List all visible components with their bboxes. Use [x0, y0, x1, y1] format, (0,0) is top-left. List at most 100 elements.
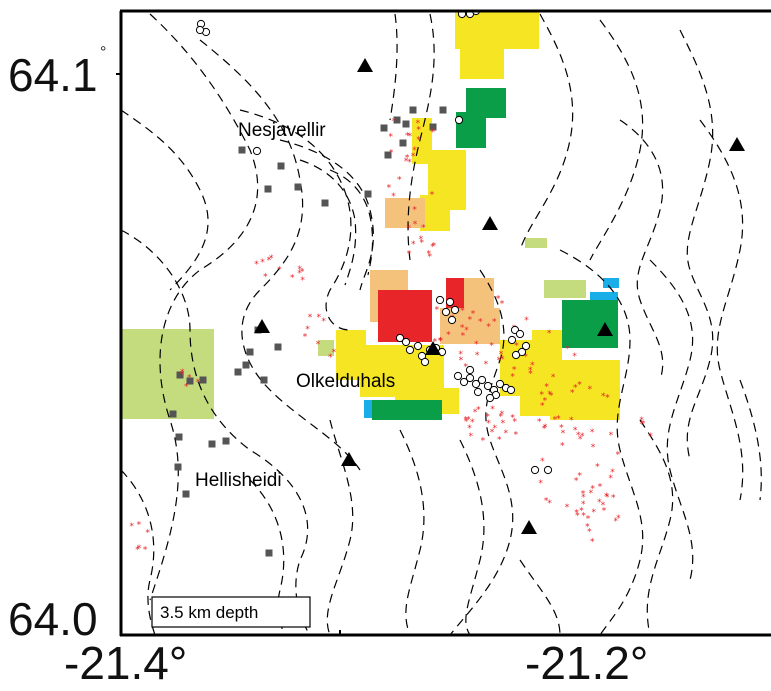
star-event-icon: *: [565, 345, 570, 355]
square-event-icon: [242, 361, 250, 369]
star-event-icon: *: [598, 483, 603, 493]
star-event-icon: *: [137, 544, 142, 554]
square-event-icon: [186, 377, 194, 385]
star-event-icon: *: [411, 240, 416, 250]
place-label-hellisheidi: Hellisheidi: [195, 470, 282, 491]
star-event-icon: *: [497, 435, 502, 445]
star-event-icon: *: [389, 149, 394, 159]
star-event-icon: *: [135, 546, 140, 556]
star-event-icon: *: [405, 154, 410, 164]
star-event-icon: *: [460, 306, 465, 316]
square-event-icon: [208, 440, 216, 448]
star-event-icon: *: [559, 423, 564, 433]
circle-event-icon: [495, 379, 505, 389]
star-event-icon: *: [570, 388, 575, 398]
star-event-icon: *: [459, 356, 464, 366]
star-event-icon: *: [263, 273, 268, 283]
star-event-icon: *: [616, 514, 621, 524]
star-event-icon: *: [573, 426, 578, 436]
y-tick-64-0: 64.0: [8, 593, 98, 645]
circle-event-icon: [252, 146, 262, 156]
star-event-icon: *: [579, 506, 584, 516]
triangle-station-icon: [521, 520, 537, 534]
star-event-icon: *: [408, 132, 413, 142]
star-event-icon: *: [332, 348, 337, 358]
star-event-icon: *: [387, 183, 392, 193]
square-event-icon: [238, 146, 246, 154]
square-events: [169, 106, 447, 557]
star-event-icon: *: [300, 267, 305, 277]
patch-light-green: [544, 280, 586, 298]
patch-yellow: [520, 380, 560, 416]
circle-event-icon: [530, 465, 540, 475]
star-event-icon: *: [561, 429, 566, 439]
star-event-icon: *: [308, 313, 313, 323]
star-event-icon: *: [481, 436, 486, 446]
star-event-icon: *: [397, 176, 402, 186]
star-event-icon: *: [572, 352, 577, 362]
triangle-station-icon: [254, 319, 270, 333]
star-event-icon: *: [498, 412, 503, 422]
star-event-icon: *: [490, 405, 495, 415]
star-event-icon: *: [575, 512, 580, 522]
star-event-icon: *: [484, 360, 489, 370]
star-event-icon: *: [129, 522, 134, 532]
star-event-icon: *: [428, 252, 433, 262]
star-event-icon: *: [573, 384, 578, 394]
square-event-icon: [199, 376, 207, 384]
star-event-icon: *: [458, 350, 463, 360]
star-event-icon: *: [464, 415, 469, 425]
star-event-icon: *: [530, 361, 535, 371]
star-event-icon: *: [512, 366, 517, 376]
star-event-icon: *: [640, 420, 645, 430]
patch-green: [562, 300, 618, 348]
star-event-icon: *: [504, 429, 509, 439]
star-event-icon: *: [146, 528, 151, 538]
circle-event-icon: [453, 371, 463, 381]
star-event-icon: *: [574, 508, 579, 518]
star-event-icon: *: [405, 132, 410, 142]
circle-event-icon: [483, 381, 493, 391]
circle-event-icon: [471, 379, 481, 389]
circle-event-icon: [435, 295, 445, 305]
square-event-icon: [274, 343, 282, 351]
patch-peach: [385, 198, 425, 228]
star-event-icon: *: [574, 476, 579, 486]
star-event-icon: *: [435, 306, 440, 316]
star-event-icon: *: [538, 479, 543, 489]
square-event-icon: [264, 185, 272, 193]
star-event-icon: *: [454, 295, 459, 305]
star-event-icon: *: [493, 424, 498, 434]
star-event-icon: *: [137, 521, 142, 531]
star-event-icon: *: [267, 256, 272, 266]
star-event-icon: *: [426, 250, 431, 260]
star-event-icon: *: [389, 133, 394, 143]
star-event-icon: *: [416, 119, 421, 129]
square-event-icon: [182, 490, 190, 498]
star-event-icon: *: [464, 326, 469, 336]
star-event-icon: *: [601, 501, 606, 511]
triangle-station-icon: [597, 322, 613, 336]
star-event-icon: *: [514, 431, 519, 441]
square-event-icon: [399, 139, 407, 147]
star-event-icon: *: [591, 443, 596, 453]
triangle-station-icon: [729, 137, 745, 151]
star-event-icon: *: [590, 537, 595, 547]
circle-event-icon: [459, 377, 469, 387]
square-event-icon: [234, 368, 242, 376]
circle-event-icon: [507, 335, 517, 345]
star-event-icon: *: [514, 341, 519, 351]
y-tick-64-1-degree: °: [100, 44, 107, 61]
star-event-icon: *: [478, 317, 483, 327]
star-event-icon: *: [297, 269, 302, 279]
patch-cyan: [603, 278, 619, 288]
star-event-icon: *: [297, 265, 302, 275]
circle-event-icon: [511, 350, 521, 360]
star-event-icon: *: [523, 353, 528, 363]
square-event-icon: [169, 410, 177, 418]
star-event-icon: *: [499, 350, 504, 360]
star-event-icon: *: [581, 500, 586, 510]
star-event-icon: *: [588, 385, 593, 395]
star-event-icon: *: [316, 340, 321, 350]
circle-event-icon: [485, 393, 495, 403]
